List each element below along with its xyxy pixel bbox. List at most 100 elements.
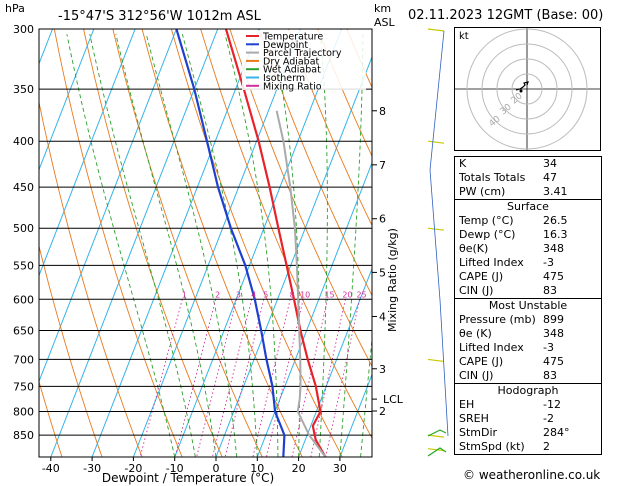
index-label: CIN (J) <box>459 369 494 382</box>
x-tick-label: -30 <box>83 462 101 475</box>
plot-frame <box>38 28 373 458</box>
series-parcel-trajectory <box>275 110 327 457</box>
isotherm-line <box>39 29 136 277</box>
index-label: CIN (J) <box>459 284 494 297</box>
index-row: Lifted Index -3 <box>455 256 601 270</box>
isotherm-line <box>0 29 11 457</box>
x-tick-label: 30 <box>333 462 347 475</box>
index-label: Dewp (°C) <box>459 228 516 241</box>
wind-barb <box>427 429 447 437</box>
x-tick-label: 0 <box>213 462 220 475</box>
index-value: -3 <box>543 256 554 269</box>
mixing-ratio-label: 20 <box>342 290 352 299</box>
index-row: StmSpd (kt) 2 <box>455 440 601 454</box>
index-row: Dewp (°C) 16.3 <box>455 228 601 242</box>
mixing-ratio-line <box>196 299 237 457</box>
legend-label: Mixing Ratio <box>263 81 322 92</box>
wind-barb <box>427 28 445 32</box>
index-row: CAPE (J) 475 <box>455 355 601 369</box>
pressure-tick-label: 500 <box>13 222 34 235</box>
x-axis-title: Dewpoint / Temperature (°C) <box>102 471 274 485</box>
index-value: 284° <box>543 426 570 439</box>
wet-adiabat-line <box>89 34 196 457</box>
index-row: CIN (J) 83 <box>455 369 601 383</box>
index-row: SREH -2 <box>455 412 601 426</box>
mixing-ratio-line <box>325 299 361 457</box>
pressure-tick-label: 650 <box>13 325 34 338</box>
dry-adiabat-line <box>200 29 372 439</box>
isotherm-line <box>39 29 177 383</box>
wind-barb <box>427 358 445 363</box>
dry-adiabat-line <box>112 29 263 457</box>
legend-label: Parcel Trajectory <box>263 48 342 59</box>
dry-adiabat-line <box>610 29 629 457</box>
index-value: -3 <box>543 341 554 354</box>
hodograph: kt 40 30 20 <box>454 27 601 151</box>
index-label: SREH <box>459 412 489 425</box>
index-label: CAPE (J) <box>459 270 504 283</box>
series-temperature <box>224 29 327 457</box>
location-title: -15°47'S 312°56'W 1012m ASL <box>58 9 262 24</box>
wet-adiabat-line <box>224 34 279 457</box>
pressure-tick-label: 450 <box>13 181 34 194</box>
index-value: 475 <box>543 270 564 283</box>
legend-label: Wet Adiabat <box>263 65 321 76</box>
mixing-ratio-line <box>310 299 346 457</box>
index-row: EH -12 <box>455 398 601 412</box>
isotherm-line <box>174 29 343 457</box>
index-value: 348 <box>543 327 564 340</box>
km-tick-label: 3 <box>379 363 386 376</box>
mixing-ratio-axis-title: Mixing Ratio (g/kg) <box>386 228 399 332</box>
index-value: 26.5 <box>543 214 568 227</box>
index-value: 16.3 <box>543 228 568 241</box>
index-label: StmSpd (kt) <box>459 440 525 453</box>
mixing-ratio-label: 1 <box>182 290 187 299</box>
index-row: Pressure (mb) 899 <box>455 313 601 327</box>
index-value: 348 <box>543 242 564 255</box>
wind-profile-line <box>429 30 449 437</box>
index-label: Pressure (mb) <box>459 313 536 326</box>
index-row: θe (K) 348 <box>455 327 601 341</box>
wind-barb <box>427 434 445 438</box>
wet-adiabat-line <box>339 34 364 457</box>
x-tick-label: 10 <box>250 462 264 475</box>
mixing-ratio-line <box>224 299 265 457</box>
km-tick-label: 4 <box>379 310 386 323</box>
x-tick-label: -10 <box>166 462 184 475</box>
x-tick-label: -40 <box>42 462 60 475</box>
mixing-ratio-line <box>174 299 217 457</box>
x-tick-label: -20 <box>124 462 142 475</box>
mixing-ratio-label: 5 <box>263 290 268 299</box>
mixing-ratio-label: 15 <box>324 290 334 299</box>
index-label: EH <box>459 398 475 411</box>
mixing-ratio-line <box>139 299 183 457</box>
pressure-tick-label: 750 <box>13 380 34 393</box>
isotherm-line <box>132 29 301 457</box>
wet-adiabat-line <box>66 34 176 457</box>
mixing-ratio-label: 4 <box>251 290 256 299</box>
legend-label: Dry Adiabat <box>263 56 320 67</box>
hodograph-heading: Hodograph <box>455 383 601 398</box>
mixing-ratio-label: 25 <box>356 290 366 299</box>
mixing-ratio-line <box>212 299 253 457</box>
wind-barb <box>427 448 445 452</box>
pressure-tick-label: 600 <box>13 293 34 306</box>
index-label: K <box>459 157 467 170</box>
index-label: Lifted Index <box>459 256 524 269</box>
hodograph-unit: kt <box>459 31 469 42</box>
index-value: 2 <box>543 440 550 453</box>
index-value: -2 <box>543 412 554 425</box>
wind-barb <box>427 227 445 231</box>
storm-motion-marker <box>519 89 523 93</box>
index-label: Totals Totals <box>459 171 526 184</box>
index-value: 3.41 <box>543 185 568 198</box>
hodograph-trace <box>515 81 529 91</box>
most-unstable-heading: Most Unstable <box>455 298 601 313</box>
pressure-tick-label: 850 <box>13 429 34 442</box>
legend-label: Dewpoint <box>263 40 308 51</box>
mixing-ratio-line <box>291 299 329 457</box>
km-tick-label: 7 <box>379 159 386 172</box>
index-value: 34 <box>543 157 557 170</box>
